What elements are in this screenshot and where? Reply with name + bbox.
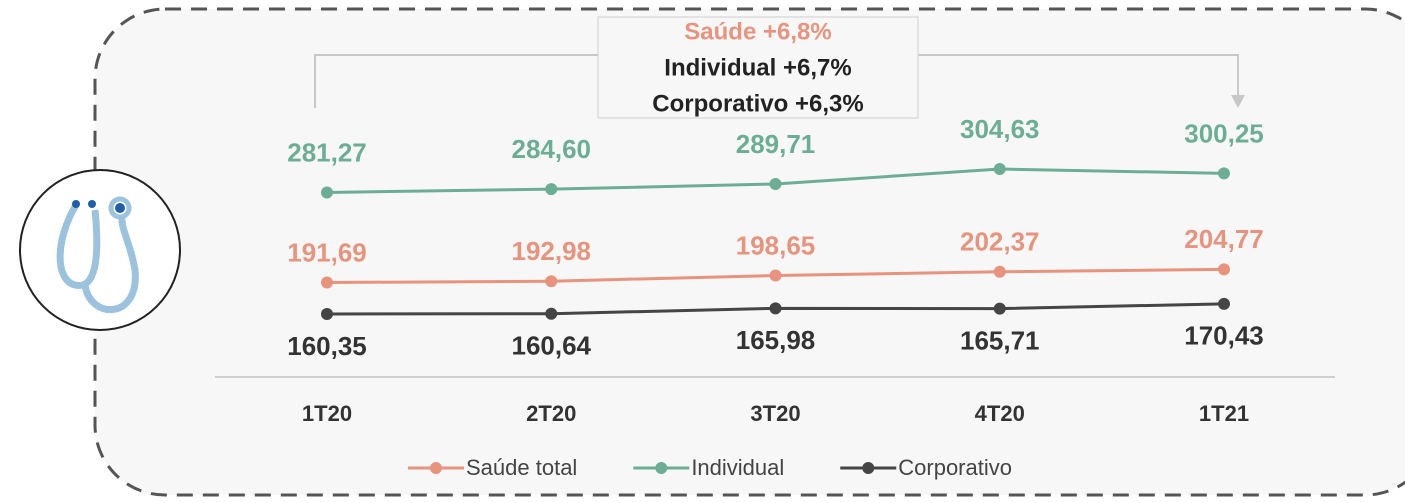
x-tick-label: 1T20 bbox=[302, 401, 352, 426]
point bbox=[1218, 297, 1230, 310]
data-label: 304,63 bbox=[960, 114, 1040, 144]
data-label: 289,71 bbox=[736, 129, 816, 159]
point bbox=[769, 302, 782, 315]
annotation: Individual +6,7% bbox=[664, 54, 851, 81]
point bbox=[993, 302, 1006, 315]
annotation: Saúde +6,8% bbox=[684, 18, 831, 45]
x-tick-label: 4T20 bbox=[975, 401, 1025, 426]
point bbox=[769, 177, 782, 190]
data-label: 160,64 bbox=[511, 331, 591, 361]
point bbox=[545, 307, 558, 320]
data-label: 170,43 bbox=[1184, 321, 1264, 351]
data-label: 204,77 bbox=[1184, 224, 1264, 254]
legend-label: Individual bbox=[691, 455, 784, 480]
x-tick-label: 1T21 bbox=[1199, 401, 1249, 426]
point bbox=[1218, 263, 1230, 276]
point bbox=[545, 183, 558, 196]
legend-marker bbox=[655, 462, 668, 474]
annotation: Corporativo +6,3% bbox=[652, 90, 863, 117]
data-label: 165,98 bbox=[736, 325, 816, 355]
point bbox=[321, 308, 333, 320]
point bbox=[1218, 167, 1230, 180]
legend-marker bbox=[430, 462, 442, 474]
legend-label: Corporativo bbox=[898, 455, 1012, 480]
legend-marker bbox=[862, 462, 875, 474]
x-tick-label: 2T20 bbox=[526, 401, 576, 426]
data-label: 281,27 bbox=[287, 137, 367, 167]
point bbox=[993, 163, 1006, 175]
point bbox=[769, 269, 782, 282]
data-label: 198,65 bbox=[736, 230, 816, 260]
legend-label: Saúde total bbox=[466, 455, 577, 480]
x-tick-label: 3T20 bbox=[750, 401, 800, 426]
frame bbox=[93, 7, 1405, 497]
data-label: 165,71 bbox=[960, 325, 1040, 355]
point bbox=[321, 186, 333, 199]
arrow-head bbox=[1231, 95, 1245, 108]
data-label: 191,69 bbox=[287, 237, 367, 267]
data-label: 284,60 bbox=[511, 134, 591, 164]
point bbox=[993, 265, 1006, 278]
point bbox=[321, 276, 333, 289]
data-label: 160,35 bbox=[287, 331, 367, 361]
stethoscope-icon bbox=[19, 169, 181, 331]
point bbox=[545, 275, 558, 288]
data-label: 202,37 bbox=[960, 227, 1040, 257]
annotation-box bbox=[597, 16, 919, 119]
data-label: 192,98 bbox=[511, 236, 591, 266]
data-label: 300,25 bbox=[1184, 118, 1264, 148]
